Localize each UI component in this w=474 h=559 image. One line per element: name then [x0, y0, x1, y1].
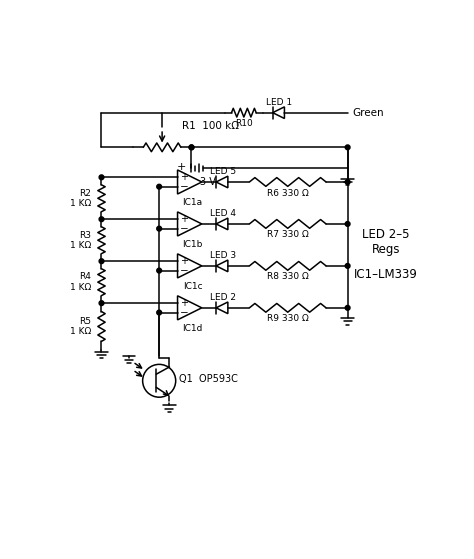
Circle shape	[99, 259, 104, 263]
Circle shape	[99, 217, 104, 221]
Text: −: −	[180, 266, 189, 276]
Text: Green: Green	[352, 108, 383, 118]
Text: LED 2: LED 2	[210, 293, 236, 302]
Text: +: +	[177, 163, 186, 172]
Circle shape	[157, 184, 162, 189]
Text: R9 330 Ω: R9 330 Ω	[267, 314, 309, 324]
Text: IC1–LM339: IC1–LM339	[354, 268, 418, 282]
Text: R6 330 Ω: R6 330 Ω	[267, 188, 309, 197]
Circle shape	[345, 179, 350, 184]
Text: +: +	[180, 298, 188, 308]
Text: R7 330 Ω: R7 330 Ω	[267, 230, 309, 239]
Circle shape	[345, 263, 350, 268]
Text: −: −	[180, 182, 189, 192]
Text: R3
1 KΩ: R3 1 KΩ	[70, 230, 91, 250]
Text: −: −	[180, 307, 189, 318]
Circle shape	[157, 226, 162, 231]
Text: R5
1 KΩ: R5 1 KΩ	[70, 317, 91, 336]
Text: −: −	[180, 224, 189, 234]
Text: IC1a: IC1a	[182, 198, 203, 207]
Circle shape	[345, 221, 350, 226]
Text: LED 3: LED 3	[210, 251, 236, 260]
Circle shape	[157, 268, 162, 273]
Circle shape	[157, 310, 162, 315]
Text: LED 5: LED 5	[210, 167, 236, 176]
Text: LED 4: LED 4	[210, 209, 236, 218]
Circle shape	[189, 145, 194, 150]
Text: +: +	[180, 172, 188, 182]
Text: LED 1: LED 1	[266, 98, 292, 107]
Circle shape	[99, 175, 104, 179]
Circle shape	[345, 145, 350, 150]
Text: 3 V: 3 V	[200, 177, 216, 187]
Text: +: +	[180, 214, 188, 224]
Text: IC1b: IC1b	[182, 240, 203, 249]
Text: LED 2–5
Regs: LED 2–5 Regs	[363, 228, 410, 256]
Text: R1  100 kΩ: R1 100 kΩ	[182, 121, 239, 131]
Circle shape	[99, 301, 104, 306]
Text: IC1c: IC1c	[183, 282, 202, 291]
Text: R8 330 Ω: R8 330 Ω	[267, 272, 309, 281]
Text: R10: R10	[235, 119, 253, 128]
Circle shape	[189, 145, 194, 150]
Circle shape	[345, 305, 350, 310]
Text: Q1  OP593C: Q1 OP593C	[179, 374, 238, 384]
Text: IC1d: IC1d	[182, 324, 203, 333]
Text: R2
1 KΩ: R2 1 KΩ	[70, 188, 91, 208]
Text: +: +	[180, 256, 188, 266]
Text: R4
1 KΩ: R4 1 KΩ	[70, 272, 91, 292]
